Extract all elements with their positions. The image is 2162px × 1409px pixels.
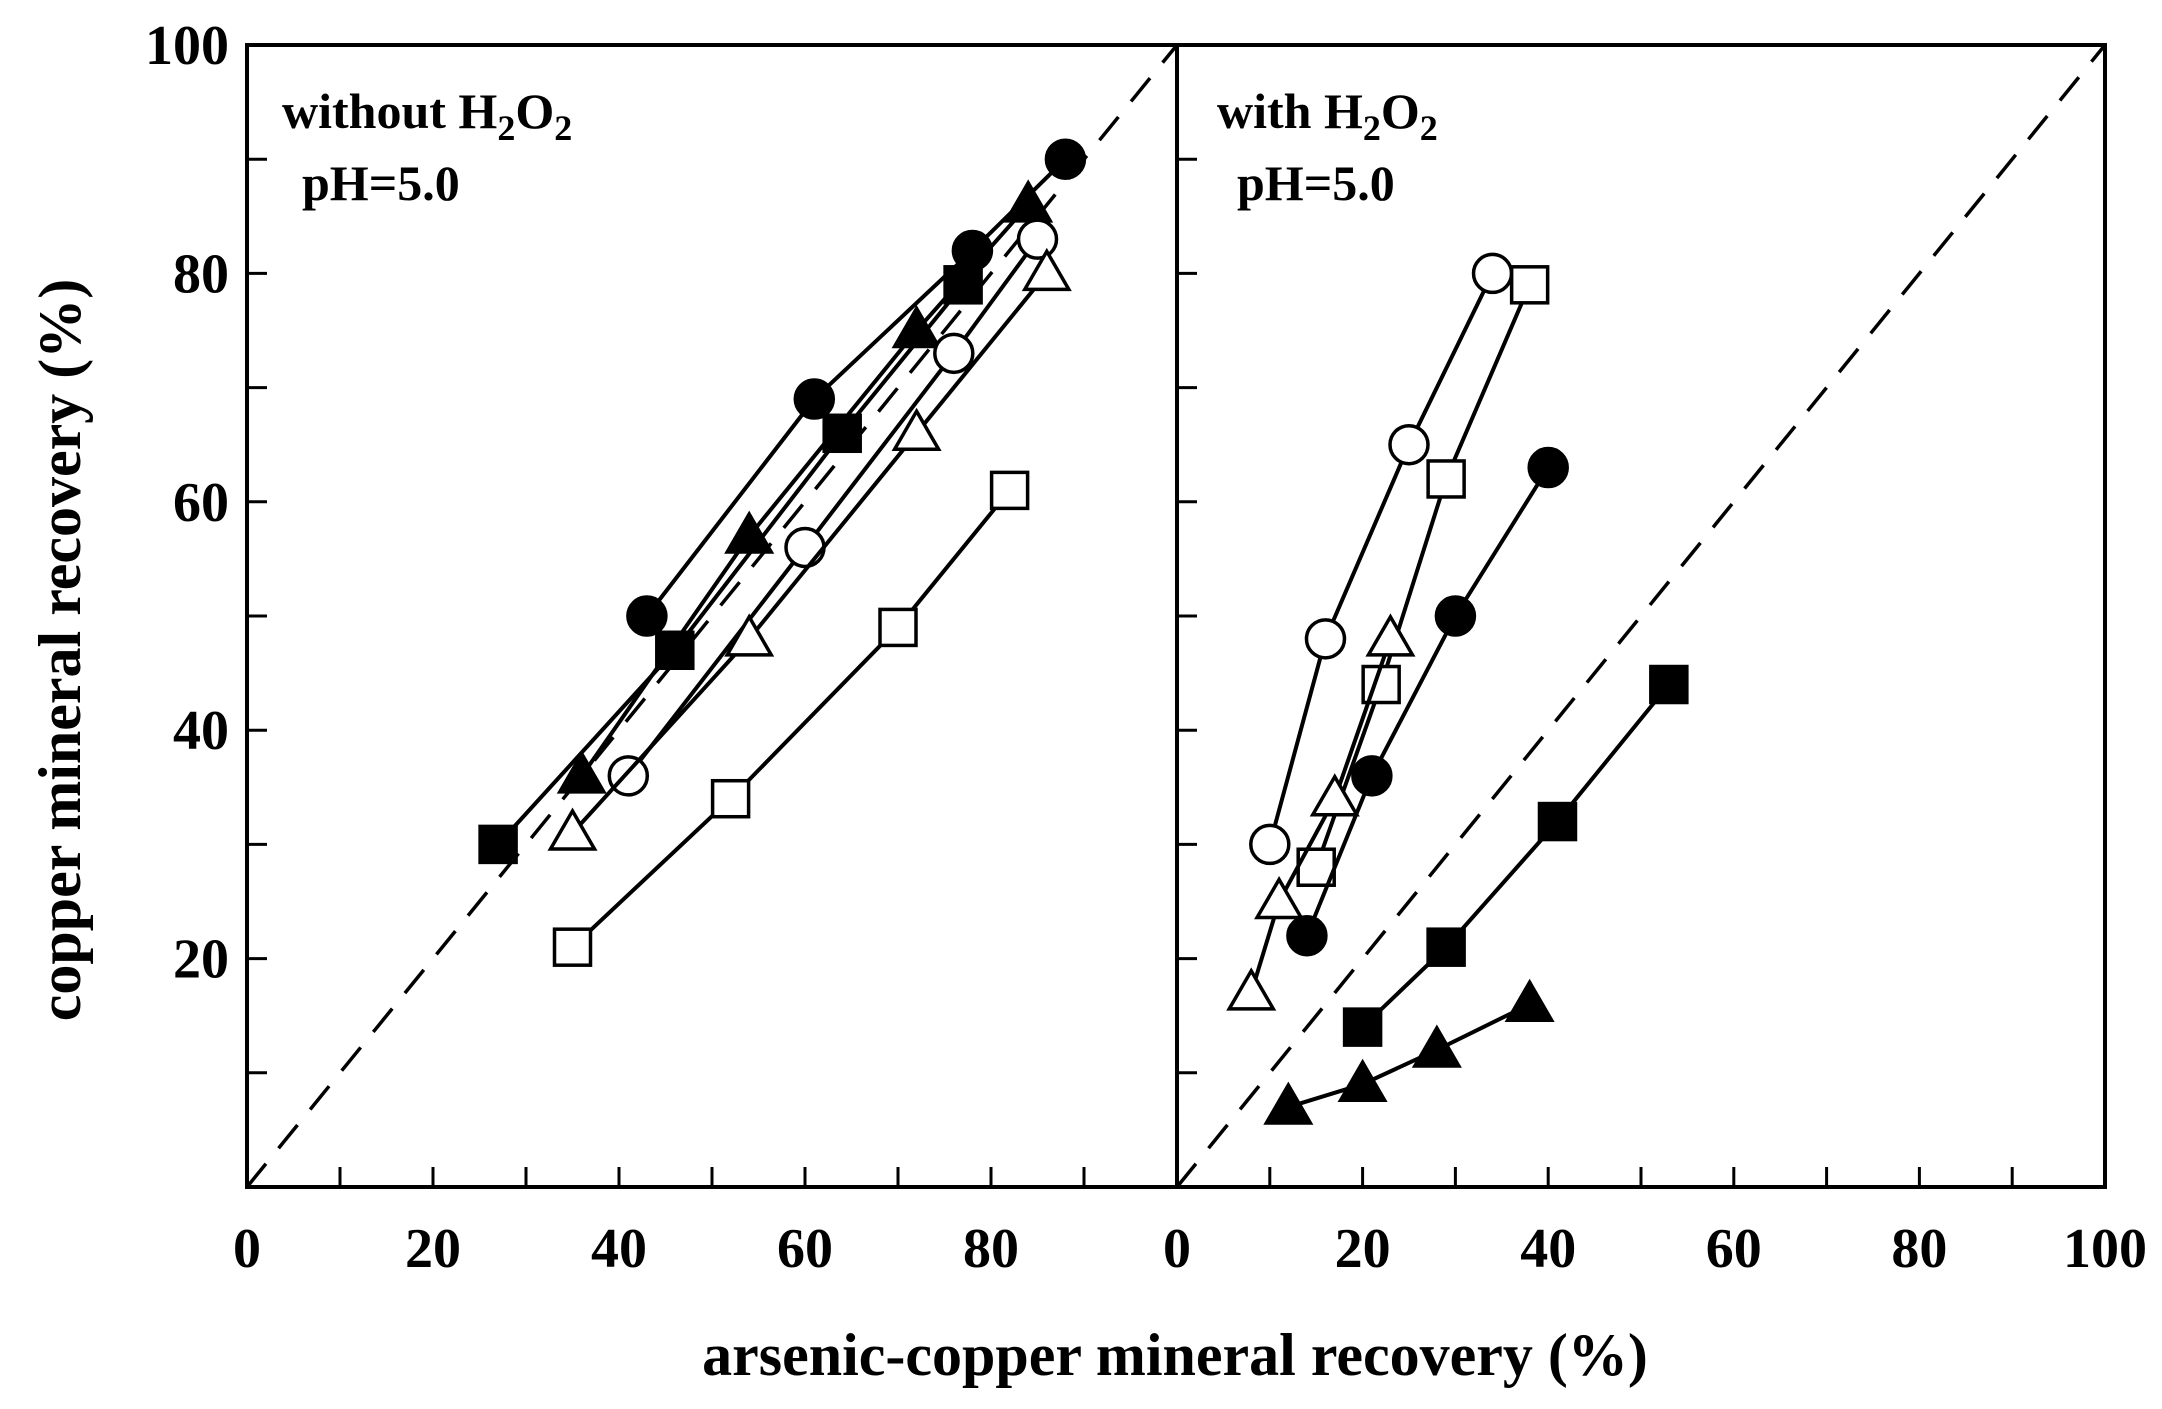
left-series-4-line (626, 237, 1040, 778)
left-y-tick-label: 100 (145, 15, 229, 77)
right-series-1-line (1267, 272, 1495, 845)
right-series-4-circle-point (1434, 595, 1477, 637)
left-series-6-square-point (552, 927, 593, 967)
left-series-2-circle-point (626, 595, 668, 637)
right-series-1-circle-point (1249, 823, 1291, 866)
left-series-5-line (571, 272, 1049, 835)
right-series-5-line (1361, 683, 1671, 1029)
left-y-tick-label: 40 (173, 700, 229, 762)
left-series-2-circle-point (1044, 138, 1087, 180)
left-y-tick-label: 60 (173, 472, 229, 534)
right-series-3-triangle-point (1226, 967, 1277, 1011)
left-x-tick-label: 60 (777, 1218, 833, 1280)
left-series-4-circle-point (784, 526, 826, 569)
right-x-tick-label: 40 (1520, 1218, 1576, 1280)
left-series-6-line (571, 489, 1012, 949)
right-x-tick-label: 80 (1891, 1218, 1947, 1280)
right-series-5-square-point (1649, 664, 1689, 705)
right-x-tick-label: 60 (1706, 1218, 1762, 1280)
right-series-5-square-point (1426, 927, 1466, 967)
right-x-tick-label: 20 (1335, 1218, 1391, 1280)
right-series-2-square-point (1509, 265, 1550, 305)
left-series-6-square-point (989, 470, 1030, 511)
left-y-tick-label: 80 (173, 243, 229, 305)
left-series-5-triangle-point (1021, 247, 1072, 292)
right-series-4-circle-point (1527, 446, 1569, 489)
right-series-2-square-point (1426, 459, 1466, 499)
left-series-5-triangle-point (891, 407, 942, 452)
right-x-tick-label: 100 (2063, 1218, 2147, 1280)
right-series-4-circle-point (1286, 915, 1328, 957)
right-series-6-triangle-point (1337, 1058, 1388, 1102)
right-series-3-triangle-point (1254, 876, 1305, 920)
right-series-5-square-point (1537, 801, 1578, 842)
right-series-1-circle-point (1388, 423, 1430, 466)
data-series (478, 138, 1689, 1125)
left-panel-condition: without H2O2 (282, 83, 572, 148)
left-x-tick-label: 80 (963, 1218, 1019, 1280)
left-series-6-square-point (710, 778, 751, 819)
left-x-tick-label: 0 (233, 1218, 261, 1280)
left-x-tick-label: 40 (591, 1218, 647, 1280)
right-series-3-triangle-point (1365, 613, 1416, 657)
right-series-6-line (1287, 1002, 1531, 1109)
left-series-3-triangle-point (891, 305, 942, 349)
left-x-tick-label: 20 (405, 1218, 461, 1280)
left-series-4-circle-point (607, 755, 650, 797)
left-series-2-line (645, 157, 1067, 618)
right-reference-line (1175, 43, 2107, 1189)
right-panel-condition: with H2O2 (1217, 83, 1438, 148)
left-series-6-square-point (878, 607, 918, 648)
x-axis-title: arsenic-copper mineral recovery (%) (702, 1322, 1648, 1388)
left-series-3-triangle-point (556, 750, 607, 794)
right-series-4-line (1305, 466, 1550, 937)
left-series-1-square-point (478, 824, 518, 865)
right-series-1-circle-point (1304, 618, 1347, 660)
right-series-3-triangle-point (1309, 773, 1360, 817)
left-series-4-circle-point (933, 332, 975, 375)
right-series-6-triangle-point (1263, 1081, 1314, 1125)
right-x-tick-label: 0 (1163, 1218, 1191, 1280)
left-panel-ph: pH=5.0 (302, 155, 460, 211)
left-series-3-triangle-point (724, 510, 775, 554)
right-panel-ph: pH=5.0 (1237, 155, 1395, 211)
left-y-tick-label: 20 (173, 929, 229, 991)
right-series-2-line (1314, 284, 1532, 868)
right-series-6-triangle-point (1504, 978, 1555, 1023)
right-series-1-circle-point (1471, 252, 1514, 295)
right-series-4-circle-point (1351, 755, 1393, 797)
y-axis-title: copper mineral recovery (%) (27, 279, 93, 1022)
left-series-5-triangle-point (547, 807, 598, 851)
left-series-4-circle-point (1016, 218, 1059, 260)
right-series-3-line (1249, 638, 1393, 994)
right-series-5-square-point (1342, 1007, 1383, 1047)
left-series-3-triangle-point (1003, 179, 1054, 223)
axis-ticks: 0 20 40 60 80 20 40 60 80 100 0 20 40 60 80 100 (145, 15, 2147, 1280)
panel-frames (245, 43, 2107, 1189)
right-series-6-triangle-point (1411, 1024, 1462, 1068)
left-series-2-circle-point (793, 378, 836, 420)
left-series-5-triangle-point (724, 613, 775, 657)
left-series-3-line (580, 203, 1030, 778)
